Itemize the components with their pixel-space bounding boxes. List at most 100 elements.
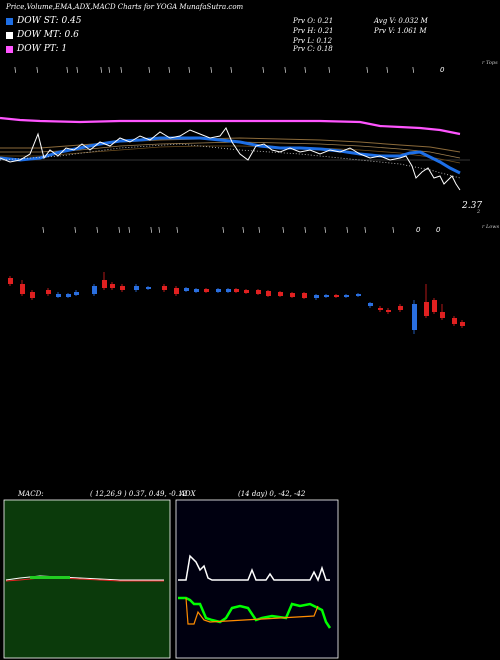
candle-body bbox=[226, 289, 231, 292]
candle-body bbox=[204, 289, 209, 292]
candle-top-marker: \ bbox=[346, 226, 348, 234]
candle-top-marker: \ bbox=[128, 226, 130, 234]
candle-body bbox=[30, 292, 35, 298]
price-line bbox=[0, 127, 461, 191]
candle-body bbox=[356, 294, 361, 296]
price-top-marker: \ bbox=[412, 66, 414, 74]
candle-body bbox=[432, 300, 437, 312]
price-top-marker: \ bbox=[188, 66, 190, 74]
candle-body bbox=[314, 295, 319, 298]
adx-green-line bbox=[178, 596, 332, 629]
ema-dotted-line bbox=[0, 143, 461, 179]
candle-body bbox=[8, 278, 13, 284]
price-top-marker: \ bbox=[386, 66, 388, 74]
candles-group bbox=[8, 272, 465, 334]
legend-swatch-mt bbox=[6, 31, 13, 39]
candle-body bbox=[74, 292, 79, 295]
candle-body bbox=[424, 302, 429, 316]
price-top-markers: \ \ \ \ \ \ \ \ \ \ \ \ \ \ \ \ \ \ \ 0 bbox=[14, 66, 445, 74]
stat-prv-open: Prv O: 0.21 bbox=[293, 17, 334, 25]
candle-body bbox=[324, 295, 329, 297]
candle-body bbox=[92, 286, 97, 294]
candle-top-marker: \ bbox=[324, 226, 326, 234]
legend-label-mt: DOW MT: 0.6 bbox=[17, 30, 79, 40]
chart-title: Price,Volume,EMA,ADX,MACD Charts for YOG… bbox=[6, 3, 244, 11]
candle-top-marker: \ bbox=[74, 226, 76, 234]
candle-top-marker: \ bbox=[258, 226, 260, 234]
candle-body bbox=[162, 286, 167, 290]
candle-body bbox=[290, 293, 295, 297]
candle-top-marker: \ bbox=[364, 226, 366, 234]
price-top-marker: \ bbox=[230, 66, 232, 74]
candle-body bbox=[234, 289, 239, 292]
ema-brown-line-3 bbox=[0, 145, 461, 164]
candle-body bbox=[194, 289, 199, 292]
candle-body bbox=[184, 288, 189, 291]
candle-top-marker: \ bbox=[222, 226, 224, 234]
adx-label: ADX bbox=[179, 490, 197, 498]
candle-top-marker: \ bbox=[242, 226, 244, 234]
candle-body bbox=[20, 284, 25, 294]
legend-dow-mt: DOW MT: 0.6 bbox=[6, 29, 79, 41]
macd-label: MACD: bbox=[17, 490, 44, 498]
legend-swatch-pt bbox=[6, 45, 13, 53]
stat-prv-low: Prv L: 0.12 bbox=[293, 37, 333, 45]
candle-body bbox=[46, 290, 51, 294]
ema-pink-line bbox=[0, 116, 461, 136]
macd-histogram bbox=[30, 576, 70, 579]
candle-top-marker: \ bbox=[158, 226, 160, 234]
legend-swatch-st bbox=[6, 17, 13, 25]
price-top-marker: \ bbox=[108, 66, 110, 74]
stat-prv-close: Prv C: 0.18 bbox=[293, 45, 333, 53]
candle-top-marker: 0 bbox=[416, 226, 421, 234]
candle-body bbox=[216, 289, 221, 292]
candle-top-marker: \ bbox=[304, 226, 306, 234]
candle-body bbox=[386, 310, 391, 312]
candle-body bbox=[174, 288, 179, 294]
stat-avg-volume: Avg V: 0.032 M bbox=[374, 17, 428, 25]
macd-params: ( 12,26,9 ) 0.37, 0.49, -0.12 bbox=[90, 490, 187, 498]
candle-top-marker: \ bbox=[96, 226, 98, 234]
price-top-marker: \ bbox=[36, 66, 38, 74]
candle-body bbox=[102, 280, 107, 288]
macd-line bbox=[5, 575, 164, 581]
candle-body bbox=[56, 294, 61, 297]
price-top-marker: \ bbox=[148, 66, 150, 74]
legend-label-pt: DOW PT: 1 bbox=[17, 44, 68, 54]
candle-body bbox=[344, 295, 349, 297]
candle-body bbox=[412, 304, 417, 330]
candle-body bbox=[452, 318, 457, 324]
candle-body bbox=[256, 290, 261, 294]
price-top-marker: \ bbox=[100, 66, 102, 74]
candle-body bbox=[440, 312, 445, 318]
legend-label-st: DOW ST: 0.45 bbox=[17, 16, 82, 26]
macd-signal-line bbox=[5, 577, 164, 582]
stat-prv-volume: Prv V: 1.061 M bbox=[374, 27, 427, 35]
price-top-marker: \ bbox=[328, 66, 330, 74]
legend-dow-st: DOW ST: 0.45 bbox=[6, 15, 82, 27]
candle-top-marker: \ bbox=[282, 226, 284, 234]
price-top-marker: \ bbox=[76, 66, 78, 74]
candle-top-marker: \ bbox=[392, 226, 394, 234]
price-top-marker: \ bbox=[210, 66, 212, 74]
candle-body bbox=[110, 284, 115, 288]
price-top-marker: \ bbox=[168, 66, 170, 74]
adx-white-line bbox=[178, 554, 330, 582]
candle-top-marker: 0 bbox=[436, 226, 441, 234]
price-label: 2.37 bbox=[461, 201, 482, 211]
price-top-marker: \ bbox=[366, 66, 368, 74]
adx-params: (14 day) 0, -42, -42 bbox=[238, 490, 306, 498]
candle-body bbox=[266, 291, 271, 296]
candle-body bbox=[302, 293, 307, 298]
candle-body bbox=[334, 295, 339, 297]
price-top-marker: \ bbox=[304, 66, 306, 74]
price-top-marker: \ bbox=[262, 66, 264, 74]
adx-panel-bg bbox=[175, 499, 339, 659]
candle-body bbox=[66, 294, 71, 297]
candle-body bbox=[278, 292, 283, 296]
price-right-label: r Tops bbox=[482, 60, 498, 66]
candle-body bbox=[134, 286, 139, 290]
candle-body bbox=[146, 287, 151, 289]
candle-body bbox=[368, 303, 373, 306]
